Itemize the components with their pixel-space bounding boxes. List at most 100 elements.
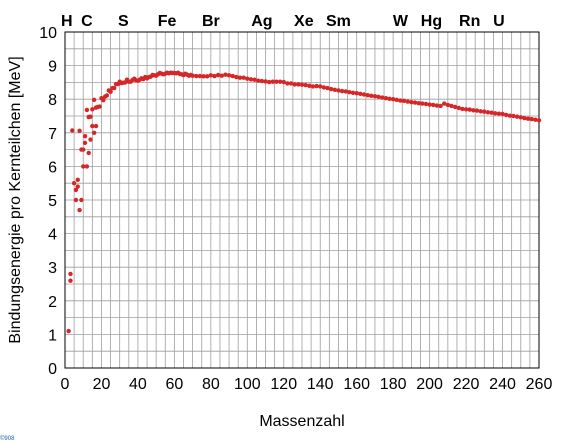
data-point xyxy=(398,98,403,103)
x-tick-label: 0 xyxy=(61,376,70,393)
element-label: Rn xyxy=(459,13,480,30)
data-point xyxy=(478,109,483,114)
element-label: W xyxy=(393,13,409,30)
data-point xyxy=(197,73,203,79)
data-point xyxy=(234,74,239,80)
x-tick-label: 40 xyxy=(129,376,147,393)
data-point xyxy=(332,87,338,92)
data-point xyxy=(73,187,79,193)
data-point xyxy=(503,112,509,118)
data-point xyxy=(442,101,447,106)
y-tick-label: 7 xyxy=(48,126,57,143)
x-tick-label: 200 xyxy=(416,376,443,393)
x-tick-label: 260 xyxy=(526,376,553,393)
data-point xyxy=(310,84,316,89)
data-point xyxy=(68,278,73,283)
data-point xyxy=(86,150,91,156)
data-point xyxy=(215,72,221,78)
data-point xyxy=(91,97,97,103)
data-point xyxy=(529,116,534,122)
data-point xyxy=(358,91,363,97)
data-point xyxy=(248,77,254,82)
x-tick-label: 60 xyxy=(165,376,183,393)
data-point xyxy=(321,85,327,90)
data-point xyxy=(409,100,414,105)
data-point xyxy=(536,118,542,123)
element-label: C xyxy=(81,13,93,30)
data-point xyxy=(376,94,381,100)
data-point xyxy=(354,90,359,96)
data-point xyxy=(496,111,502,116)
data-point xyxy=(474,108,480,113)
element-label: Ag xyxy=(251,13,272,30)
data-point xyxy=(256,78,261,83)
x-tick-label: 240 xyxy=(489,376,516,393)
data-point xyxy=(514,114,520,119)
data-point xyxy=(416,101,421,106)
data-point xyxy=(339,88,345,94)
data-point xyxy=(347,89,352,95)
element-label: Xe xyxy=(294,13,314,30)
data-point xyxy=(350,90,356,96)
data-point xyxy=(431,102,436,108)
data-point xyxy=(81,147,86,152)
data-point xyxy=(66,328,71,334)
data-point xyxy=(525,116,531,121)
x-tick-label: 120 xyxy=(270,376,297,393)
data-point xyxy=(299,82,305,87)
element-label: H xyxy=(61,13,73,30)
data-point xyxy=(190,73,195,78)
data-point xyxy=(467,107,472,112)
data-point xyxy=(88,137,93,142)
data-point xyxy=(259,78,265,84)
data-point xyxy=(81,164,86,169)
y-axis-label: Bindungsenergie pro Kernteilchen [MeV] xyxy=(7,56,24,343)
element-label: S xyxy=(118,13,129,30)
data-point xyxy=(75,177,80,183)
data-point xyxy=(82,133,88,139)
data-point xyxy=(201,74,206,79)
data-point xyxy=(372,93,378,99)
data-point xyxy=(518,115,523,120)
data-point xyxy=(219,73,224,78)
y-tick-label: 9 xyxy=(48,59,57,76)
data-point xyxy=(252,77,257,82)
data-point xyxy=(507,113,513,118)
data-point xyxy=(237,75,243,80)
data-point xyxy=(93,123,99,129)
data-point xyxy=(230,73,235,79)
data-point xyxy=(88,114,93,119)
data-point xyxy=(84,107,90,113)
data-point xyxy=(263,79,268,84)
plot-area xyxy=(64,31,540,369)
data-point xyxy=(82,140,88,146)
data-point xyxy=(223,72,228,77)
data-point xyxy=(84,164,90,169)
data-point xyxy=(77,207,82,213)
x-tick-label: 220 xyxy=(453,376,480,393)
data-point xyxy=(97,104,102,109)
data-point xyxy=(212,73,217,79)
data-point xyxy=(90,123,95,129)
element-label: U xyxy=(493,13,505,30)
data-point xyxy=(445,102,451,108)
data-point xyxy=(288,81,294,86)
data-point xyxy=(274,79,279,84)
data-point xyxy=(482,109,487,114)
x-axis-label: Massenzahl xyxy=(259,413,344,430)
data-point xyxy=(292,82,297,87)
data-point xyxy=(522,115,527,121)
data-point xyxy=(452,104,458,110)
data-point xyxy=(412,100,418,105)
x-tick-label: 180 xyxy=(380,376,407,393)
data-point xyxy=(108,89,113,95)
data-point xyxy=(463,107,469,112)
data-point xyxy=(245,76,250,81)
data-points xyxy=(66,70,542,334)
data-point xyxy=(226,73,232,78)
data-point xyxy=(489,110,494,115)
y-tick-label: 0 xyxy=(48,361,57,378)
data-point xyxy=(296,82,301,87)
y-tick-label: 10 xyxy=(39,25,57,42)
